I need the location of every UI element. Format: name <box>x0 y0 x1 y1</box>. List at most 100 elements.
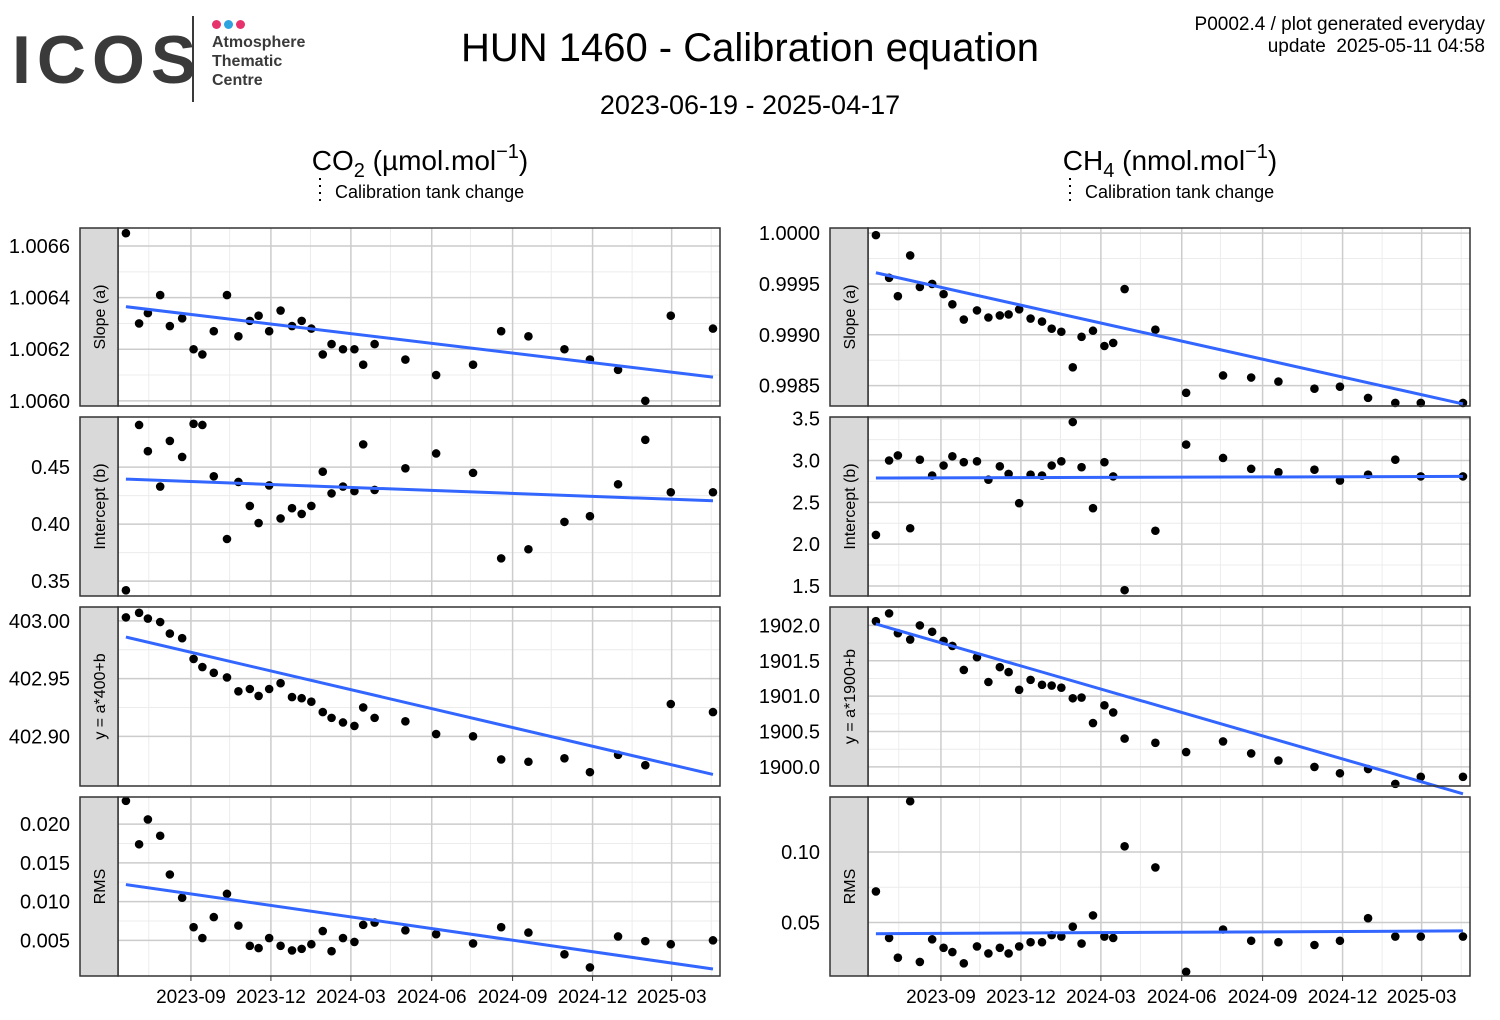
data-point <box>222 673 232 682</box>
data-point <box>984 313 993 322</box>
data-point <box>401 355 410 364</box>
logo-subtitle: Atmosphere Thematic Centre <box>212 33 305 90</box>
facet-strip-label: RMS <box>842 869 859 905</box>
facet-strip <box>829 606 869 787</box>
y-tick-label: 0.35 <box>31 571 70 593</box>
y-tick-label: 0.005 <box>20 930 70 952</box>
data-point <box>165 321 175 331</box>
data-point <box>155 617 165 627</box>
data-point <box>431 929 441 939</box>
data-point <box>1181 747 1191 757</box>
data-point <box>468 732 478 741</box>
facet-strip <box>79 606 119 787</box>
data-point <box>297 509 306 519</box>
data-point <box>585 767 595 777</box>
data-point <box>1004 469 1013 479</box>
data-point <box>939 461 948 470</box>
data-point <box>134 420 144 430</box>
data-point <box>318 467 328 477</box>
data-point <box>1068 693 1078 703</box>
data-point <box>1077 939 1086 948</box>
data-point <box>1416 772 1426 782</box>
data-point <box>1390 398 1400 408</box>
column-header: CO2 (µmol.mol−1)Calibration tank change <box>312 141 528 206</box>
data-point <box>871 887 881 896</box>
data-point <box>560 950 569 959</box>
data-point <box>189 922 198 932</box>
data-point <box>1335 936 1345 946</box>
y-tick-label: 0.020 <box>20 814 70 836</box>
facet-strip-label: y = a*1900+b <box>842 649 859 744</box>
data-point <box>1151 738 1160 748</box>
logo-sub-line: Thematic <box>212 53 283 70</box>
data-point <box>905 796 915 806</box>
trend-line <box>125 305 714 379</box>
panel: 1.5 2.0 2.5 3.0 3.5 Intercept (b) <box>792 409 1471 598</box>
data-point <box>708 324 718 333</box>
data-point <box>121 796 131 806</box>
data-point <box>524 332 533 341</box>
data-point <box>496 554 506 563</box>
data-point <box>927 935 937 944</box>
data-point <box>358 360 368 370</box>
data-point <box>905 251 915 260</box>
data-point <box>613 479 623 489</box>
data-point <box>350 721 359 731</box>
panel-background <box>868 228 1470 406</box>
data-point <box>613 365 623 375</box>
y-tick-label: 1.0066 <box>9 236 70 258</box>
y-tick-label: 0.10 <box>781 842 820 864</box>
data-point <box>1120 284 1129 294</box>
data-point <box>959 315 969 324</box>
data-point <box>1120 585 1129 595</box>
data-point <box>327 489 336 498</box>
data-point <box>209 912 219 922</box>
trend-line <box>125 477 714 503</box>
data-point <box>1335 476 1345 485</box>
data-point <box>1088 911 1098 920</box>
y-tick-label: 0.05 <box>781 912 820 934</box>
trend-line <box>875 622 1464 796</box>
data-point <box>1218 453 1228 463</box>
data-point <box>155 482 165 491</box>
data-point <box>1100 457 1109 467</box>
data-point <box>401 717 410 726</box>
panel: 1900.0 1900.5 1901.0 1901.5 1902.0 y = a*1900… <box>759 606 1471 796</box>
data-point <box>1004 310 1013 319</box>
y-tick-label: 1.0000 <box>759 223 820 245</box>
data-point <box>1416 398 1426 408</box>
data-point <box>496 922 506 932</box>
data-point <box>370 339 379 349</box>
data-point <box>264 933 274 943</box>
data-point <box>431 729 441 739</box>
data-point <box>222 889 232 899</box>
data-point <box>1068 922 1078 931</box>
x-tick-label: 2023-12 <box>236 987 306 1008</box>
data-point <box>984 949 993 958</box>
date-range: 2023-06-19 - 2025-04-17 <box>599 90 901 120</box>
data-point <box>884 933 894 943</box>
data-point <box>254 691 263 701</box>
data-point <box>177 452 187 462</box>
data-point <box>1390 455 1400 464</box>
data-point <box>468 360 478 370</box>
data-point <box>468 468 478 478</box>
data-point <box>915 957 925 967</box>
x-tick-label: 2024-09 <box>1228 987 1298 1008</box>
data-point <box>1218 371 1228 380</box>
data-point <box>276 514 285 523</box>
data-point <box>1218 737 1228 746</box>
data-point <box>297 693 306 703</box>
logo-dot <box>224 20 233 29</box>
trend-line <box>125 635 714 776</box>
data-point <box>915 621 925 630</box>
data-point <box>1068 363 1078 372</box>
data-point <box>1274 467 1283 477</box>
data-point <box>1246 936 1256 946</box>
x-tick-label: 2025-03 <box>1387 987 1457 1008</box>
data-point <box>431 449 441 458</box>
y-tick-label: 0.015 <box>20 853 70 875</box>
data-point <box>350 344 359 354</box>
data-point <box>1108 933 1118 943</box>
data-point <box>358 920 368 930</box>
